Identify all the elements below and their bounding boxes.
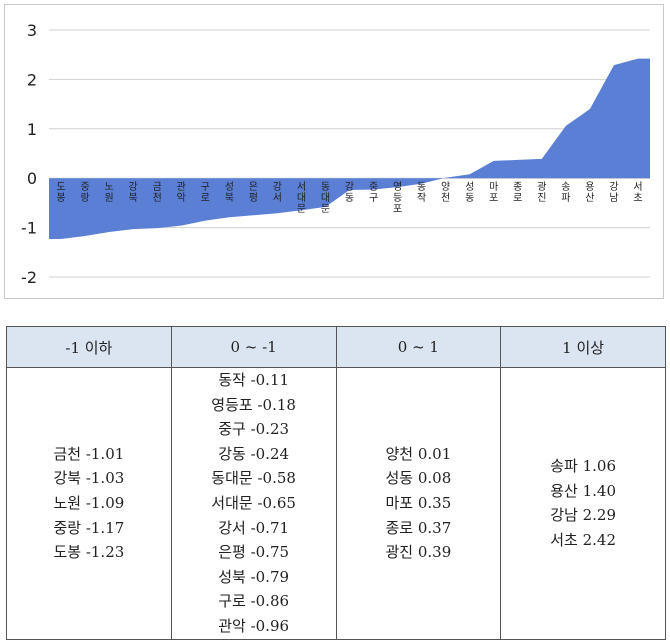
- district-entry: 종로 0.37: [385, 518, 452, 537]
- district-entry: 강남 2.29: [550, 506, 617, 525]
- header-range-0-to-minus-1: 0 ~ -1: [170, 326, 337, 368]
- district-entry: 광진 0.39: [385, 543, 452, 562]
- table-cell: 양천 0.01 성동 0.08 마포 0.35 종로 0.37 광진 0.39: [335, 367, 502, 640]
- district-entry: 성동 0.08: [385, 469, 452, 488]
- chart-frame: 3 2 1 0 -1 -2 도 봉 중 랑 노 원 강 북 금 천 관 악 구 로 성 북 은 평 강 서 서 대 문 동 대 문 강 동 중 구 영 등…: [4, 4, 664, 299]
- district-entry: 용산 1.40: [550, 481, 617, 500]
- district-entry: 중구 -0.23: [218, 420, 290, 439]
- table-header-row: -1 이하 0 ~ -1 0 ~ 1 1 이상: [6, 326, 666, 368]
- district-list: 송파 1.06 용산 1.40 강남 2.29 서초 2.42: [501, 454, 665, 552]
- district-entry: 중랑 -1.17: [53, 518, 125, 537]
- district-entry: 송파 1.06: [550, 457, 617, 476]
- area-chart: 3 2 1 0 -1 -2 도 봉 중 랑 노 원 강 북 금 천 관 악 구 로 성 북 은 평 강 서 서 대 문 동 대 문 강 동 중 구 영 등…: [21, 21, 650, 287]
- y-tick-label: -2: [21, 268, 37, 287]
- district-list: 금천 -1.01 강북 -1.03 노원 -1.09 중랑 -1.17 도봉 -1.23: [7, 442, 171, 565]
- district-entry: 동대문 -0.58: [211, 469, 296, 488]
- y-tick-label: 1: [27, 120, 37, 139]
- ranges-table: -1 이하 0 ~ -1 0 ~ 1 1 이상 금천 -1.01 강북 -1.03…: [6, 326, 666, 640]
- district-entry: 영등포 -0.18: [211, 395, 296, 414]
- table-body-row: 금천 -1.01 강북 -1.03 노원 -1.09 중랑 -1.17 도봉 -1.23…: [6, 367, 666, 640]
- district-entry: 강북 -1.03: [53, 469, 125, 488]
- district-entry: 서초 2.42: [550, 530, 617, 549]
- district-entry: 은평 -0.75: [218, 543, 290, 562]
- district-entry: 강동 -0.24: [218, 444, 290, 463]
- header-range-above-1: 1 이상: [500, 326, 666, 368]
- district-list: 동작 -0.11 영등포 -0.18 중구 -0.23 강동 -0.24 동대문 -0.…: [172, 368, 336, 639]
- district-entry: 양천 0.01: [385, 444, 452, 463]
- district-entry: 관악 -0.96: [218, 616, 290, 635]
- header-range-0-to-1: 0 ~ 1: [335, 326, 502, 368]
- district-entry: 강서 -0.71: [218, 518, 290, 537]
- y-tick-label: 0: [27, 169, 37, 188]
- district-entry: 성북 -0.79: [218, 567, 290, 586]
- district-entry: 금천 -1.01: [53, 444, 125, 463]
- table-cell: 송파 1.06 용산 1.40 강남 2.29 서초 2.42: [500, 367, 666, 640]
- table-cell: 동작 -0.11 영등포 -0.18 중구 -0.23 강동 -0.24 동대문 -0.…: [170, 367, 337, 640]
- table-cell: 금천 -1.01 강북 -1.03 노원 -1.09 중랑 -1.17 도봉 -1.23: [6, 367, 172, 640]
- district-entry: 서대문 -0.65: [211, 493, 296, 512]
- y-tick-label: 3: [27, 21, 37, 40]
- header-range-below-minus-1: -1 이하: [6, 326, 172, 368]
- district-entry: 마포 0.35: [385, 493, 452, 512]
- district-entry: 도봉 -1.23: [53, 543, 125, 562]
- y-tick-label: -1: [21, 219, 37, 238]
- district-entry: 구로 -0.86: [218, 592, 290, 611]
- district-entry: 동작 -0.11: [218, 371, 290, 389]
- district-list: 양천 0.01 성동 0.08 마포 0.35 종로 0.37 광진 0.39: [337, 442, 501, 565]
- area-series: [49, 58, 650, 239]
- y-tick-label: 2: [27, 70, 37, 89]
- district-entry: 노원 -1.09: [53, 493, 125, 512]
